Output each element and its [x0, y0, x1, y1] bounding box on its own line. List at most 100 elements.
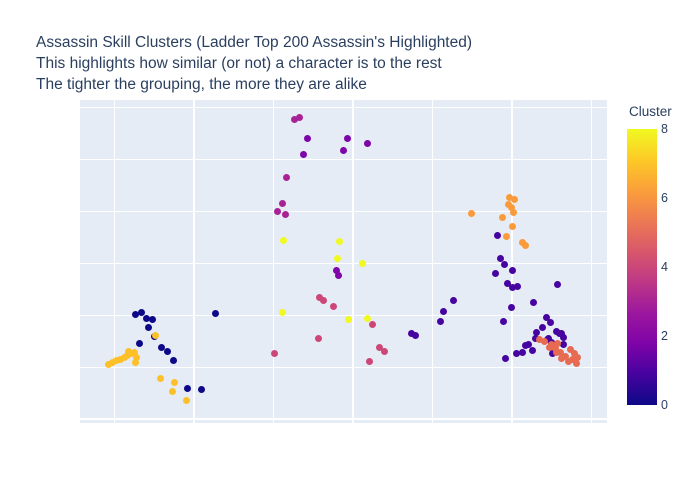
scatter-point[interactable] [135, 339, 143, 347]
scatter-point[interactable] [290, 115, 298, 123]
scatter-point[interactable] [270, 349, 278, 357]
scatter-point[interactable] [183, 384, 191, 392]
scatter-point[interactable] [532, 328, 540, 336]
scatter-point[interactable] [508, 222, 516, 230]
scatter-point[interactable] [564, 357, 572, 365]
scatter-point[interactable] [281, 210, 289, 218]
scatter-point[interactable] [521, 241, 529, 249]
scatter-point[interactable] [151, 331, 159, 339]
scatter-point[interactable] [566, 345, 574, 353]
scatter-point[interactable] [278, 308, 286, 316]
scatter-point[interactable] [559, 333, 567, 341]
scatter-point[interactable] [197, 385, 205, 393]
scatter-point[interactable] [131, 358, 139, 366]
scatter-point[interactable] [540, 337, 548, 345]
scatter-point[interactable] [411, 331, 419, 339]
scatter-point[interactable] [529, 298, 537, 306]
scatter-point[interactable] [363, 314, 371, 322]
scatter-point[interactable] [507, 303, 515, 311]
scatter-point[interactable] [508, 283, 516, 291]
scatter-point[interactable] [556, 348, 564, 356]
scatter-point[interactable] [279, 236, 287, 244]
scatter-point[interactable] [572, 359, 580, 367]
scatter-point[interactable] [132, 353, 140, 361]
scatter-point[interactable] [334, 271, 342, 279]
scatter-point[interactable] [501, 354, 509, 362]
scatter-point[interactable] [124, 347, 132, 355]
scatter-point[interactable] [507, 203, 515, 211]
scatter-point[interactable] [315, 293, 323, 301]
scatter-point[interactable] [344, 315, 352, 323]
scatter-point[interactable] [163, 347, 171, 355]
scatter-point[interactable] [499, 317, 507, 325]
scatter-point[interactable] [295, 113, 303, 121]
scatter-point[interactable] [467, 209, 475, 217]
scatter-point[interactable] [278, 199, 286, 207]
scatter-point[interactable] [339, 146, 347, 154]
scatter-point[interactable] [545, 343, 553, 351]
scatter-point[interactable] [358, 259, 366, 267]
scatter-point[interactable] [157, 343, 165, 351]
scatter-point[interactable] [504, 200, 512, 208]
scatter-point[interactable] [548, 349, 556, 357]
scatter-point[interactable] [123, 351, 131, 359]
scatter-point[interactable] [131, 310, 139, 318]
scatter-point[interactable] [211, 309, 219, 317]
scatter-point[interactable] [546, 318, 554, 326]
scatter-point[interactable] [500, 260, 508, 268]
scatter-point[interactable] [573, 353, 581, 361]
scatter-point[interactable] [363, 139, 371, 147]
scatter-point[interactable] [108, 358, 116, 366]
scatter-point[interactable] [170, 378, 178, 386]
scatter-point[interactable] [505, 193, 513, 201]
scatter-point[interactable] [407, 329, 415, 337]
scatter-point[interactable] [531, 334, 539, 342]
scatter-point[interactable] [553, 280, 561, 288]
scatter-point[interactable] [552, 348, 560, 356]
scatter-point[interactable] [503, 279, 511, 287]
scatter-point[interactable] [282, 173, 290, 181]
scatter-point[interactable] [148, 315, 156, 323]
scatter-point[interactable] [335, 237, 343, 245]
scatter-point[interactable] [542, 313, 550, 321]
scatter-point[interactable] [491, 269, 499, 277]
scatter-point[interactable] [518, 348, 526, 356]
scatter-point[interactable] [130, 348, 138, 356]
scatter-point[interactable] [365, 357, 373, 365]
scatter-point[interactable] [137, 308, 145, 316]
scatter-point[interactable] [144, 323, 152, 331]
scatter-point[interactable] [332, 266, 340, 274]
scatter-point[interactable] [538, 323, 546, 331]
scatter-point[interactable] [116, 355, 124, 363]
scatter-point[interactable] [535, 335, 543, 343]
scatter-point[interactable] [319, 296, 327, 304]
scatter-point[interactable] [559, 340, 567, 348]
scatter-point[interactable] [510, 195, 518, 203]
scatter-point[interactable] [314, 334, 322, 342]
scatter-point[interactable] [570, 349, 578, 357]
plot-area[interactable] [80, 100, 607, 423]
scatter-point[interactable] [343, 134, 351, 142]
scatter-point[interactable] [104, 360, 112, 368]
scatter-point[interactable] [512, 349, 520, 357]
scatter-point[interactable] [182, 396, 190, 404]
scatter-point[interactable] [156, 374, 164, 382]
scatter-point[interactable] [333, 254, 341, 262]
scatter-point[interactable] [553, 339, 561, 347]
scatter-point[interactable] [502, 232, 510, 240]
scatter-point[interactable] [551, 344, 559, 352]
scatter-point[interactable] [513, 282, 521, 290]
scatter-point[interactable] [557, 354, 565, 362]
scatter-point[interactable] [168, 387, 176, 395]
scatter-point[interactable] [528, 346, 536, 354]
scatter-point[interactable] [555, 329, 563, 337]
scatter-point[interactable] [568, 355, 576, 363]
scatter-point[interactable] [496, 254, 504, 262]
scatter-point[interactable] [439, 307, 447, 315]
scatter-point[interactable] [498, 213, 506, 221]
scatter-point[interactable] [449, 296, 457, 304]
scatter-point[interactable] [521, 341, 529, 349]
scatter-point[interactable] [509, 208, 517, 216]
scatter-point[interactable] [380, 347, 388, 355]
scatter-point[interactable] [169, 356, 177, 364]
